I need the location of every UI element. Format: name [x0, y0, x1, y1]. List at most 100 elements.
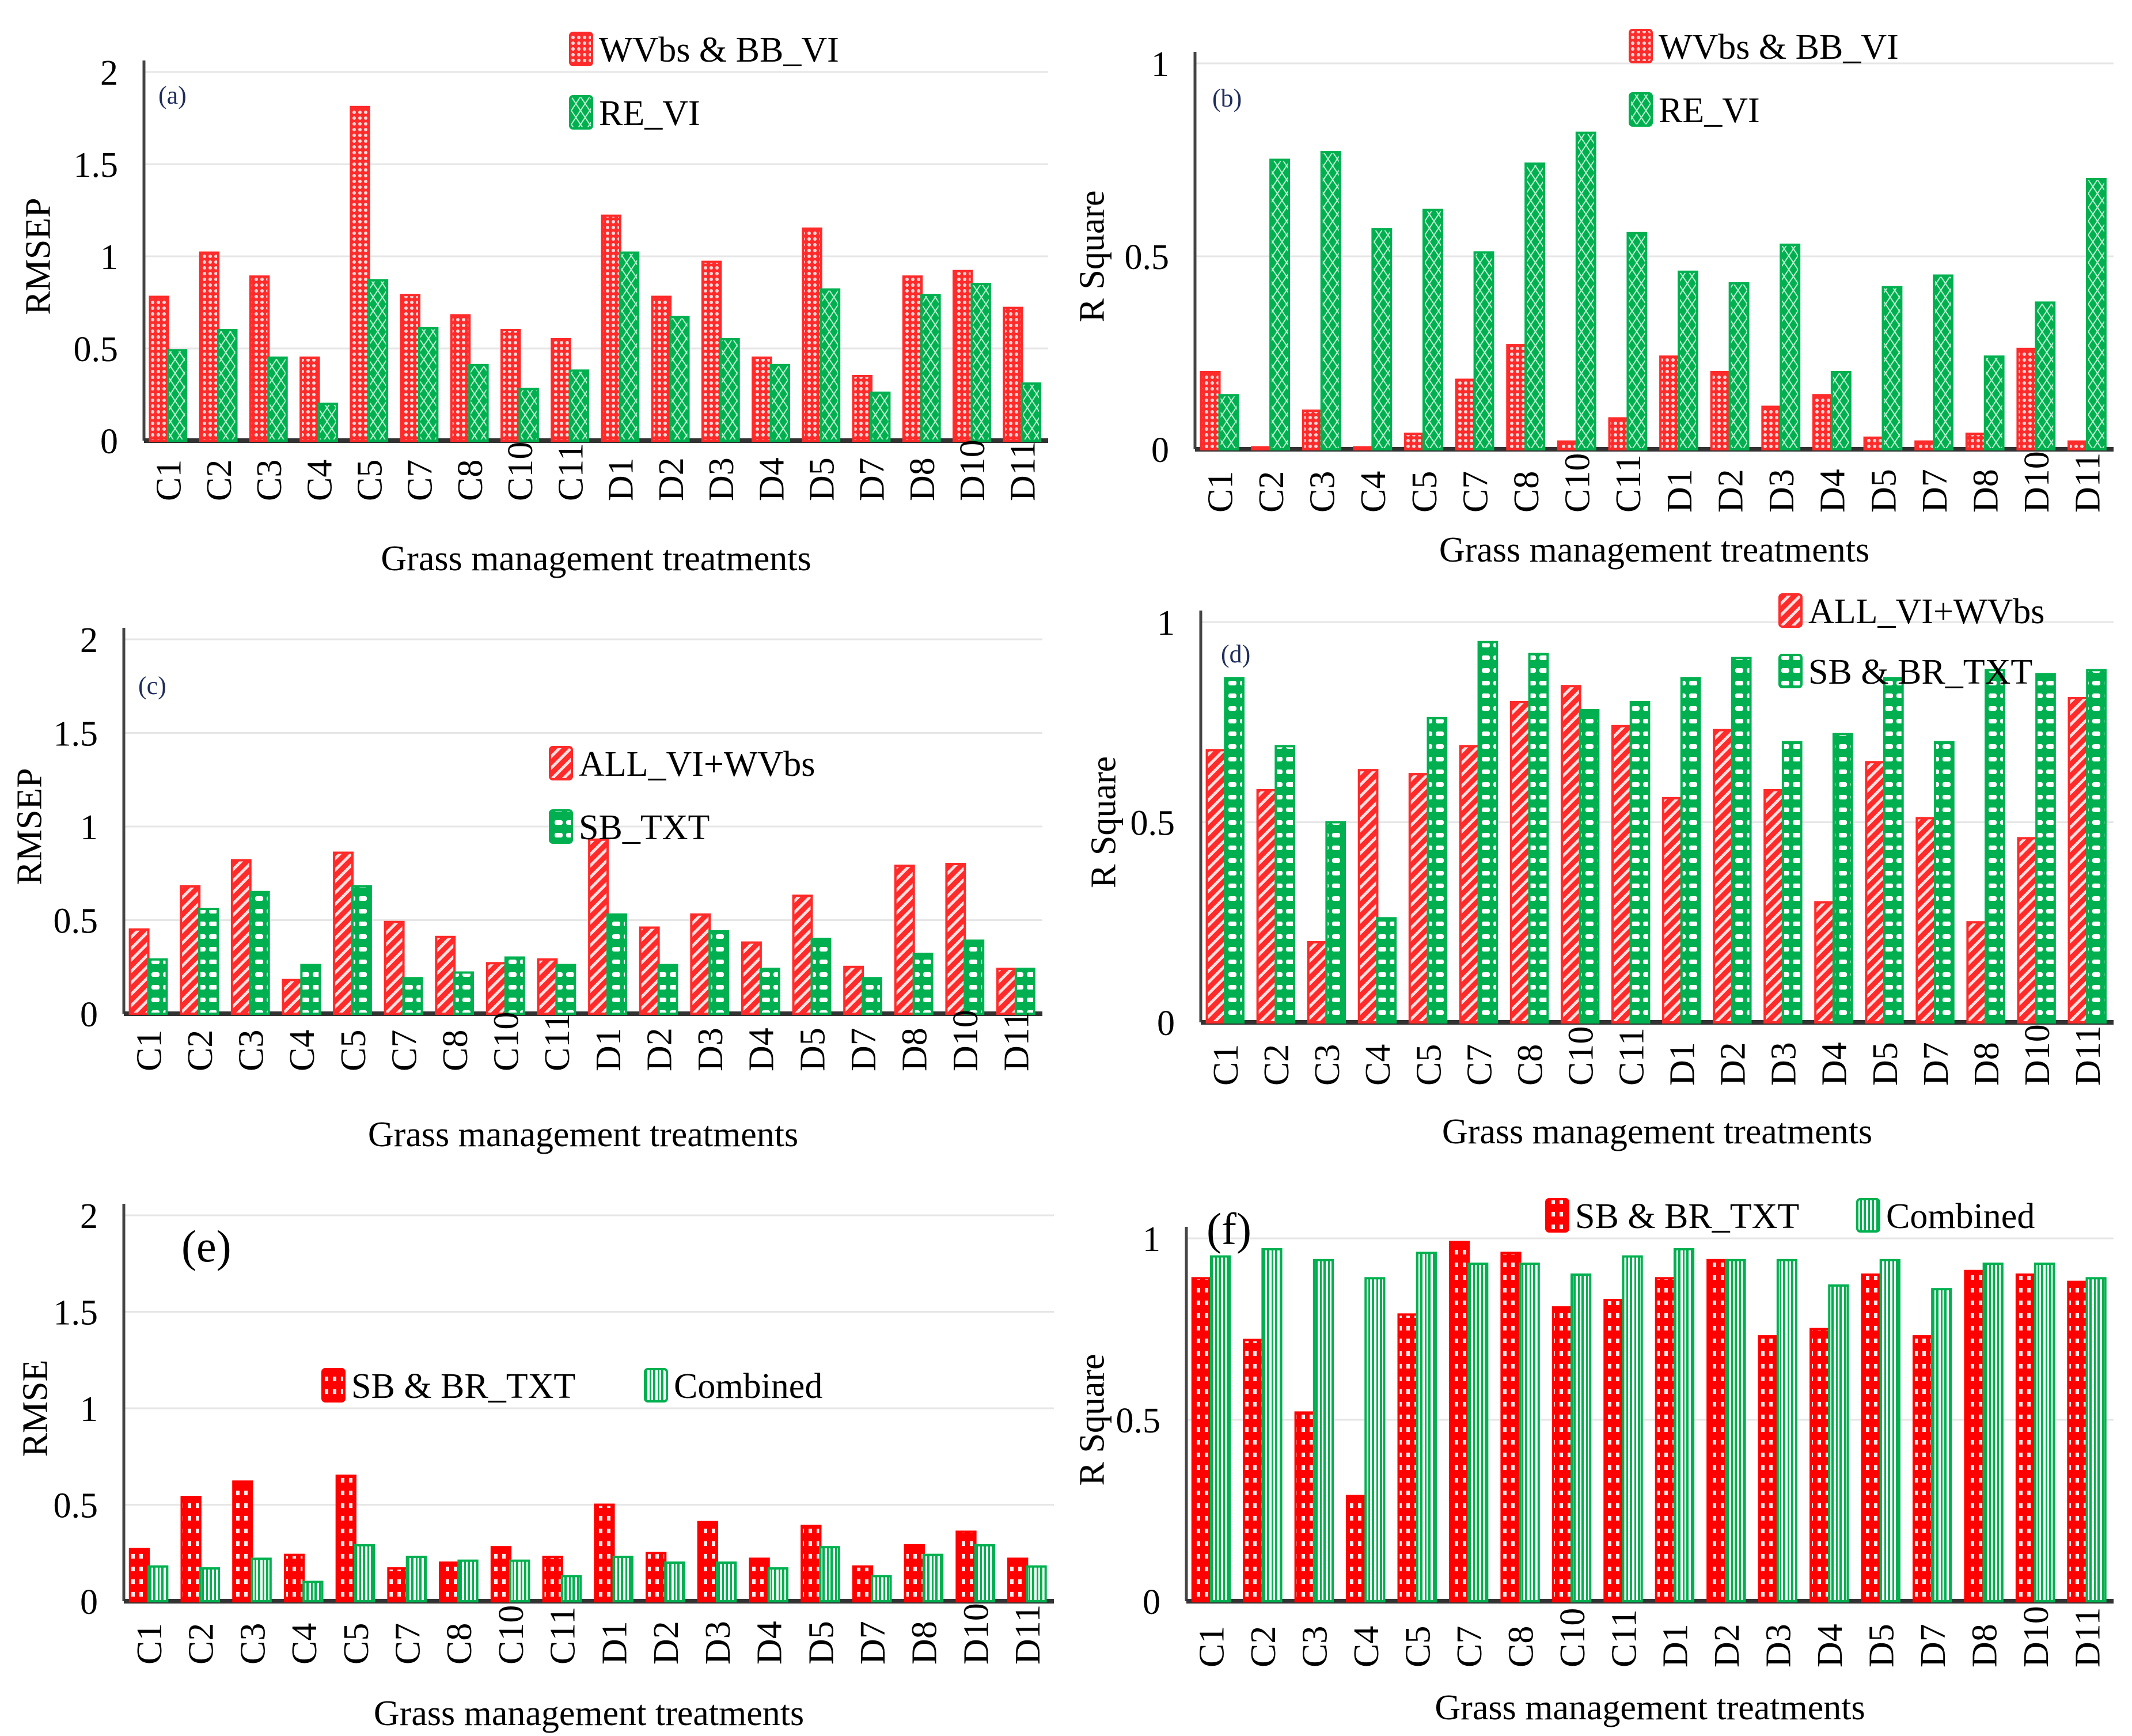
- bar-c11-series-2: [560, 1575, 582, 1603]
- x-tick-label: D5: [1864, 469, 1903, 513]
- x-tick-label: C1: [1193, 1626, 1232, 1667]
- x-tick-label: C4: [1359, 1044, 1398, 1086]
- bar-d7-series-1: [1914, 440, 1936, 450]
- x-tick-label: D7: [853, 1621, 893, 1665]
- x-tick-label: D3: [1759, 1624, 1799, 1667]
- bar-d5-series-1: [802, 228, 822, 442]
- bar-c3-series-2: [1312, 1259, 1334, 1603]
- legend-swatch: [1778, 654, 1803, 688]
- bar-d11-series-1: [2067, 1280, 2088, 1603]
- x-tick-label: C3: [233, 1623, 272, 1665]
- bar-d1-series-1: [1662, 797, 1683, 1024]
- x-tick-label: D8: [1965, 1624, 2004, 1667]
- bar-c7-series-2: [418, 327, 439, 442]
- bar-c3-series-1: [1294, 1411, 1315, 1602]
- legend-swatch: [1629, 92, 1653, 127]
- x-tick-label: D3: [691, 1028, 730, 1071]
- bar-c1-series-1: [128, 928, 150, 1015]
- bar-c4-series-2: [302, 1580, 324, 1602]
- bar-d11-series-1: [996, 968, 1017, 1015]
- bar-d10-series-2: [963, 939, 985, 1015]
- bar-d1-series-1: [1659, 355, 1680, 451]
- x-tick-label: C11: [538, 1013, 577, 1071]
- bar-c3-series-2: [251, 1557, 272, 1602]
- bar-c11-series-1: [551, 338, 571, 442]
- x-tick-label: D4: [1815, 1042, 1854, 1086]
- bar-c2-series-1: [1251, 446, 1272, 451]
- bar-c10-series-1: [500, 329, 521, 442]
- bar-d3-series-2: [716, 1561, 737, 1602]
- bar-c4-series-2: [1364, 1277, 1386, 1603]
- panel-tag: (e): [181, 1221, 232, 1271]
- legend-label: SB & BR_TXT: [351, 1367, 575, 1406]
- bar-d4-series-1: [752, 357, 772, 442]
- x-tick-label: C3: [232, 1030, 271, 1071]
- bar-c11-series-2: [1626, 232, 1648, 450]
- bar-d4-series-2: [1830, 371, 1852, 450]
- x-tick-label: C10: [501, 442, 540, 501]
- bar-d11-series-1: [1007, 1557, 1029, 1602]
- x-tick-label: D1: [595, 1621, 634, 1665]
- x-tick-label: C7: [388, 1623, 427, 1665]
- bar-d4-series-1: [749, 1557, 770, 1602]
- bar-d10-series-1: [955, 1530, 977, 1603]
- bar-d8-series-2: [1982, 1263, 2004, 1603]
- bar-c2-series-1: [1243, 1339, 1264, 1602]
- bar-d3-series-1: [1758, 1335, 1779, 1602]
- bar-c5-series-1: [1404, 433, 1425, 451]
- x-tick-label: C4: [285, 1623, 324, 1665]
- x-tick-label: D4: [1811, 1624, 1850, 1667]
- bar-c10-series-1: [490, 1546, 512, 1603]
- bar-d1-series-2: [619, 251, 640, 442]
- bar-d1-series-2: [606, 913, 627, 1015]
- legend-label: SB_TXT: [579, 808, 710, 847]
- x-tick-label: D7: [1917, 1042, 1956, 1086]
- bar-d7-series-2: [1934, 741, 1955, 1024]
- x-tick-label: D8: [1967, 1042, 2006, 1086]
- x-tick-label: C11: [544, 1606, 583, 1665]
- x-tick-label: C5: [1409, 1044, 1448, 1086]
- legend-label: RE_VI: [599, 94, 700, 133]
- x-tick-label: D10: [946, 1010, 985, 1071]
- bar-c11-series-2: [1622, 1255, 1643, 1602]
- x-tick-label: D5: [802, 1621, 841, 1665]
- x-tick-label: C3: [250, 460, 289, 501]
- bar-d4-series-2: [1832, 733, 1853, 1024]
- bar-c7-series-1: [1455, 378, 1476, 451]
- y-axis-label: R Square: [1073, 190, 1112, 322]
- bar-c11-series-2: [1629, 701, 1651, 1024]
- bar-d10-series-2: [974, 1544, 995, 1602]
- y-tick-label: 1.5: [54, 1294, 98, 1333]
- x-tick-label: D11: [997, 1011, 1037, 1071]
- bar-d7-series-1: [852, 1565, 874, 1603]
- x-tick-label: D1: [1663, 1042, 1702, 1086]
- legend-label: WVbs & BB_VI: [599, 31, 839, 70]
- x-tick-label: D1: [589, 1028, 628, 1071]
- legend-label: Combined: [1886, 1197, 2035, 1236]
- x-tick-label: D2: [640, 1028, 679, 1071]
- bar-c10-series-1: [1557, 440, 1578, 450]
- bar-c8-series-1: [435, 935, 456, 1015]
- x-tick-label: D4: [750, 1621, 790, 1665]
- bar-c8-series-1: [439, 1561, 460, 1602]
- x-tick-label: C3: [1303, 471, 1342, 513]
- x-tick-label: C7: [1450, 1626, 1489, 1667]
- bar-c3-series-2: [249, 890, 270, 1015]
- y-tick-label: 2: [80, 621, 98, 660]
- bar-c7-series-1: [400, 294, 420, 442]
- x-tick-label: D11: [1003, 441, 1042, 501]
- y-tick-label: 1: [80, 808, 98, 847]
- y-tick-label: 1: [1151, 45, 1169, 84]
- bar-d5-series-2: [820, 288, 841, 442]
- y-tick-label: 2: [80, 1197, 98, 1236]
- bar-c10-series-2: [1575, 131, 1596, 451]
- bar-d1-series-2: [1680, 677, 1701, 1024]
- bar-d5-series-1: [1863, 436, 1884, 451]
- x-tick-label: C1: [1201, 471, 1240, 513]
- x-tick-label: C5: [351, 460, 390, 501]
- bar-c2-series-2: [1269, 158, 1291, 450]
- bar-d4-series-1: [1809, 1328, 1831, 1602]
- bar-d8-series-1: [904, 1544, 925, 1602]
- x-tick-label: C5: [334, 1030, 373, 1071]
- bar-c8-series-2: [457, 1559, 479, 1603]
